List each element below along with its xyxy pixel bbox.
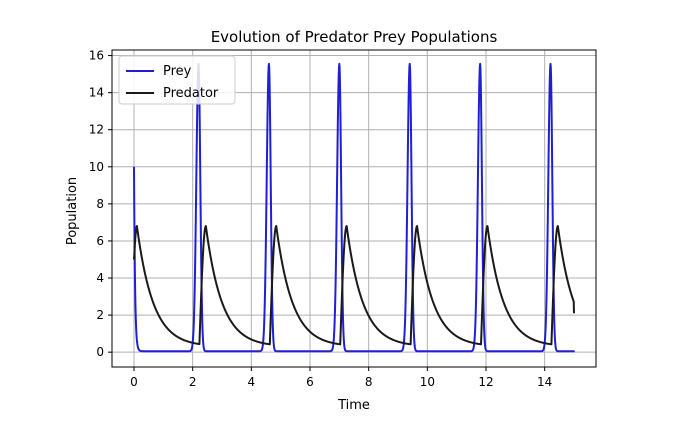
x-axis-label: Time xyxy=(337,398,370,413)
y-ticks: 0 2 4 6 8 10 12 14 16 xyxy=(89,49,112,359)
series-line-predator xyxy=(133,225,575,346)
y-tick-label: 2 xyxy=(96,308,104,322)
y-axis-label: Population xyxy=(65,177,80,245)
x-tick-label: 14 xyxy=(537,375,552,389)
grid-layer xyxy=(112,50,596,367)
series-layer xyxy=(133,62,575,353)
x-tick-label: 10 xyxy=(420,375,435,389)
y-tick-label: 8 xyxy=(96,197,104,211)
legend: Prey Predator xyxy=(118,55,236,105)
plot-frame xyxy=(111,49,597,368)
x-tick-label: 8 xyxy=(365,375,373,389)
x-tick-label: 6 xyxy=(306,375,314,389)
legend-label-prey: Prey xyxy=(163,64,192,79)
x-tick-label: 2 xyxy=(189,375,197,389)
y-tick-label: 12 xyxy=(89,123,104,137)
legend-label-predator: Predator xyxy=(163,86,219,101)
chart-title: Evolution of Predator Prey Populations xyxy=(211,28,498,46)
x-tick-label: 12 xyxy=(478,375,493,389)
y-tick-label: 4 xyxy=(96,271,104,285)
y-tick-label: 14 xyxy=(89,86,104,100)
x-ticks: 0 2 4 6 8 10 12 14 xyxy=(130,367,552,389)
x-tick-label: 4 xyxy=(248,375,256,389)
y-tick-label: 0 xyxy=(96,345,104,359)
y-tick-label: 6 xyxy=(96,234,104,248)
series-line-prey xyxy=(133,62,575,353)
y-tick-label: 16 xyxy=(89,49,104,63)
y-tick-label: 10 xyxy=(89,160,104,174)
x-tick-label: 0 xyxy=(130,375,138,389)
